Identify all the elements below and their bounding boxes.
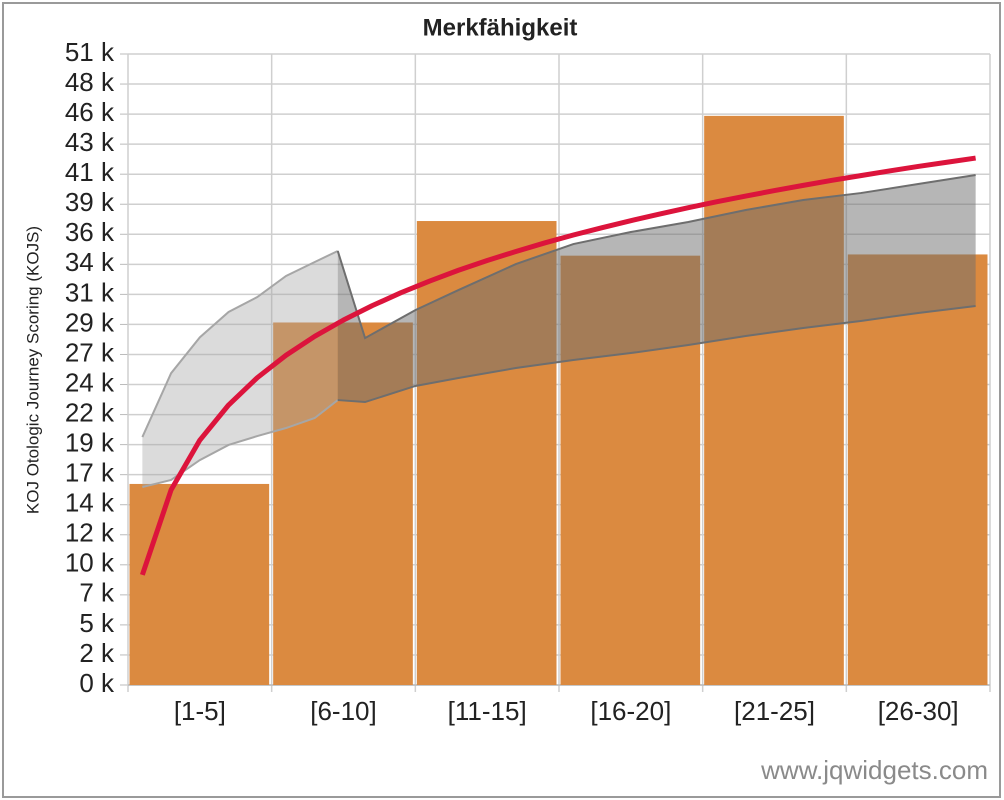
range-area — [337, 175, 976, 403]
y-tick-label: 0 k — [79, 668, 115, 698]
y-tick-label: 19 k — [65, 427, 115, 457]
y-tick-label: 10 k — [65, 548, 115, 578]
y-tick-label: 12 k — [65, 518, 115, 548]
y-tick-label: 22 k — [65, 397, 115, 427]
line — [139, 155, 976, 576]
x-tick-label: [11-15] — [448, 696, 527, 726]
y-tick-label: 34 k — [65, 247, 115, 277]
chart-title: Merkfähigkeit — [423, 14, 578, 41]
y-tick-label: 14 k — [65, 488, 115, 518]
x-tick-label: [16-20] — [590, 696, 671, 726]
y-tick-label: 27 k — [65, 337, 115, 367]
range-high-edge — [336, 174, 976, 340]
y-tick-label: 5 k — [79, 608, 115, 638]
y-tick-label: 51 k — [65, 37, 115, 67]
y-tick-label: 39 k — [65, 187, 115, 217]
range-high-edge — [141, 250, 339, 438]
x-tick-label: [26-30] — [878, 696, 959, 726]
y-tick-label: 31 k — [65, 277, 115, 307]
y-tick-label: 7 k — [79, 578, 115, 608]
y-tick-label: 43 k — [65, 127, 115, 157]
y-tick-label: 36 k — [65, 217, 115, 247]
credit: www.jqwidgets.com — [760, 755, 988, 785]
x-tick-label: [21-25] — [734, 696, 815, 726]
bar — [847, 254, 988, 685]
y-tick-label: 41 k — [65, 157, 115, 187]
y-tick-label: 2 k — [79, 638, 115, 668]
range-area — [142, 250, 338, 488]
y-tick-label: 48 k — [65, 67, 115, 97]
range-low-edge — [337, 305, 976, 404]
y-tick-label: 24 k — [65, 367, 115, 397]
x-tick-label: [6-10] — [310, 696, 377, 726]
bar — [129, 483, 270, 685]
y-tick-label: 29 k — [65, 307, 115, 337]
x-tick-label: [1-5] — [174, 696, 226, 726]
y-tick-label: 46 k — [65, 97, 115, 127]
y-tick-label: 17 k — [65, 458, 115, 488]
y-axis-title: KOJ Otologic Journey Scoring (KOJS) — [23, 226, 42, 514]
